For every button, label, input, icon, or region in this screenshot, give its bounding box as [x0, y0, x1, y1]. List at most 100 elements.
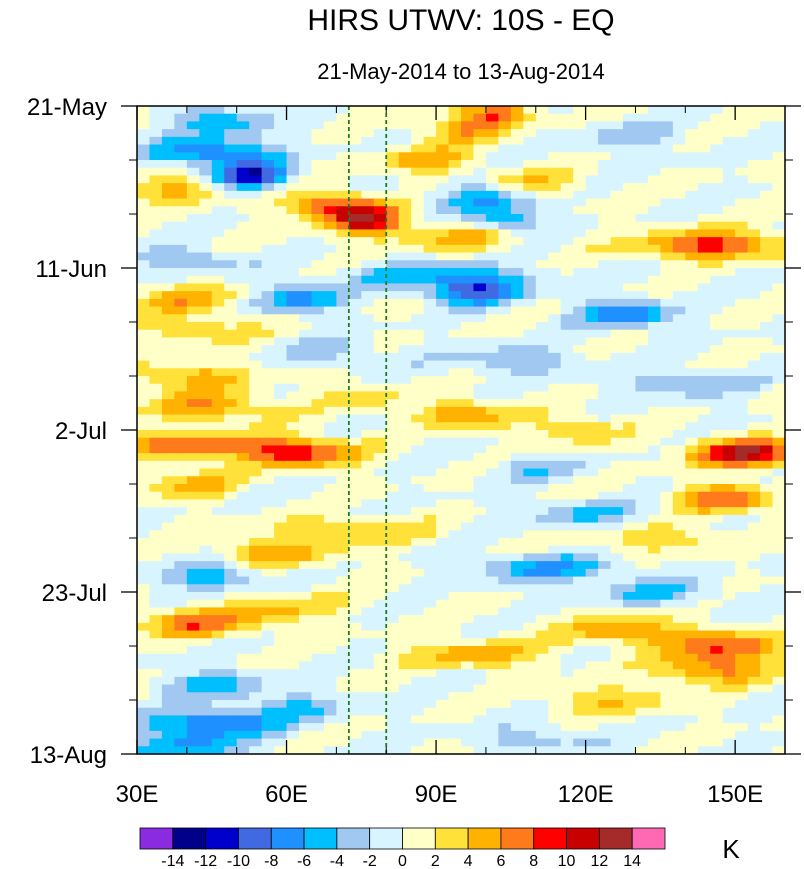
- heatmap-cell: [722, 167, 736, 177]
- heatmap-cell: [361, 237, 375, 246]
- heatmap-cell: [211, 476, 225, 485]
- heatmap-cell: [149, 491, 163, 501]
- heatmap-cell: [261, 252, 275, 261]
- heatmap-cell: [336, 730, 350, 740]
- heatmap-cell: [735, 399, 749, 408]
- heatmap-cell: [411, 676, 425, 686]
- heatmap-cell: [510, 383, 524, 393]
- heatmap-cell: [510, 167, 524, 177]
- heatmap-cell: [211, 160, 225, 169]
- heatmap-cell: [311, 584, 325, 593]
- heatmap-cell: [498, 553, 512, 562]
- heatmap-cell: [485, 337, 499, 346]
- heatmap-cell: [573, 669, 587, 678]
- heatmap-cell: [535, 746, 549, 754]
- heatmap-cell: [573, 553, 587, 562]
- heatmap-cell: [585, 538, 599, 547]
- heatmap-cell: [672, 599, 686, 609]
- heatmap-cell: [735, 553, 749, 562]
- heatmap-cell: [398, 329, 412, 339]
- heatmap-cell: [336, 530, 350, 539]
- heatmap-cell: [498, 214, 512, 223]
- heatmap-cell: [211, 260, 225, 269]
- heatmap-cell: [336, 175, 350, 184]
- heatmap-cell: [286, 113, 300, 123]
- heatmap-cell: [573, 414, 587, 423]
- heatmap-cell: [137, 391, 151, 400]
- heatmap-cell: [436, 738, 450, 747]
- heatmap-cell: [286, 622, 300, 632]
- heatmap-cell: [485, 198, 499, 207]
- heatmap-cell: [697, 206, 711, 215]
- heatmap-cell: [199, 244, 213, 254]
- heatmap-cell: [411, 275, 425, 285]
- heatmap-cell: [710, 252, 724, 261]
- heatmap-cell: [137, 214, 151, 223]
- heatmap-cell: [473, 445, 487, 454]
- heatmap-cell: [186, 676, 200, 686]
- heatmap-cell: [523, 175, 537, 184]
- heatmap-cell: [635, 445, 649, 454]
- heatmap-cell: [361, 291, 375, 300]
- heatmap-cell: [361, 530, 375, 539]
- heatmap-cell: [236, 260, 250, 269]
- heatmap-cell: [573, 746, 587, 754]
- heatmap-cell: [461, 638, 475, 647]
- heatmap-cell: [299, 352, 313, 362]
- heatmap-cell: [535, 476, 549, 485]
- heatmap-cell: [423, 414, 437, 423]
- heatmap-cell: [261, 430, 275, 439]
- heatmap-cell: [523, 653, 537, 663]
- heatmap-cell: [311, 337, 325, 346]
- heatmap-cell: [672, 530, 686, 539]
- heatmap-cell: [261, 561, 275, 570]
- heatmap-cell: [186, 684, 200, 693]
- heatmap-cell: [473, 723, 487, 732]
- heatmap-cell: [211, 661, 225, 670]
- heatmap-cell: [697, 430, 711, 439]
- heatmap-cell: [411, 460, 425, 470]
- heatmap-cell: [473, 615, 487, 624]
- heatmap-cell: [423, 113, 437, 123]
- heatmap-cell: [274, 237, 288, 246]
- heatmap-cell: [710, 507, 724, 516]
- heatmap-cell: [523, 422, 537, 431]
- heatmap-cell: [199, 113, 213, 123]
- heatmap-cell: [236, 221, 250, 231]
- heatmap-cell: [224, 368, 238, 377]
- heatmap-cell: [274, 283, 288, 292]
- heatmap-cell: [510, 221, 524, 231]
- heatmap-cell: [336, 291, 350, 300]
- heatmap-cell: [411, 291, 425, 300]
- heatmap-cell: [635, 175, 649, 184]
- heatmap-cell: [461, 661, 475, 670]
- heatmap-cell: [548, 376, 562, 385]
- heatmap-cell: [473, 514, 487, 524]
- heatmap-cell: [398, 406, 412, 416]
- heatmap-cell: [485, 252, 499, 261]
- heatmap-cell: [672, 746, 686, 754]
- heatmap-cell: [211, 268, 225, 277]
- heatmap-cell: [598, 622, 612, 632]
- heatmap-cell: [523, 152, 537, 161]
- heatmap-cell: [772, 484, 785, 493]
- heatmap-cell: [323, 260, 337, 269]
- heatmap-cell: [398, 723, 412, 732]
- heatmap-cell: [361, 314, 375, 323]
- heatmap-cell: [660, 538, 674, 547]
- heatmap-cell: [485, 476, 499, 485]
- heatmap-cell: [560, 298, 574, 308]
- heatmap-cell: [510, 329, 524, 339]
- heatmap-cell: [161, 638, 175, 647]
- heatmap-cell: [647, 106, 661, 115]
- heatmap-cell: [149, 129, 163, 138]
- heatmap-cell: [560, 291, 574, 300]
- heatmap-cell: [461, 237, 475, 246]
- heatmap-cell: [398, 183, 412, 192]
- heatmap-cell: [635, 244, 649, 254]
- heatmap-cell: [722, 221, 736, 231]
- heatmap-cell: [722, 391, 736, 400]
- heatmap-cell: [722, 684, 736, 693]
- heatmap-cell: [361, 615, 375, 624]
- heatmap-cell: [448, 106, 462, 115]
